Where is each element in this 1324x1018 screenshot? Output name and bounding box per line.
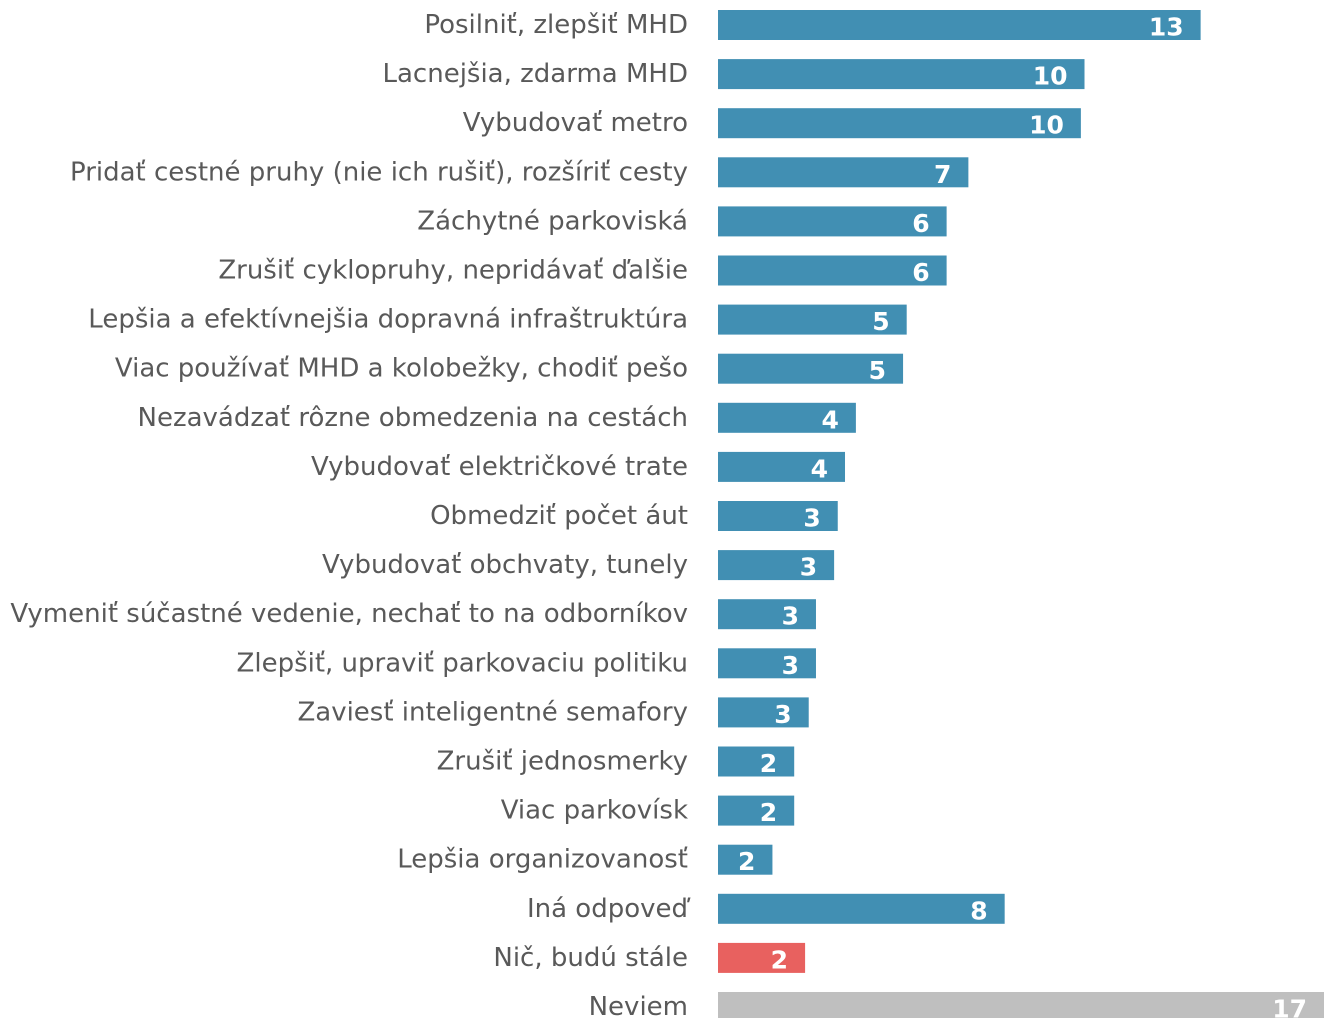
category-label: Neviem (589, 992, 688, 1018)
value-label: 7 (934, 160, 951, 189)
category-label: Obmedziť počet áut (430, 501, 688, 531)
bar (718, 550, 835, 581)
value-label: 5 (869, 356, 886, 385)
bar (718, 501, 838, 531)
bar (718, 697, 809, 728)
category-label: Posilniť, zlepšiť MHD (424, 10, 688, 40)
category-label: Vymeniť súčastné vedenie, nechať to na o… (10, 599, 688, 629)
bar (718, 844, 773, 875)
bar (718, 353, 904, 384)
value-label: 17 (1272, 995, 1307, 1018)
category-label: Záchytné parkoviská (417, 206, 688, 236)
bar (718, 157, 969, 188)
value-label: 10 (1033, 62, 1068, 91)
value-label: 13 (1149, 13, 1184, 42)
value-label: 8 (970, 896, 987, 925)
bar (718, 893, 1005, 924)
category-label: Vybudovať metro (463, 108, 688, 138)
category-label: Zaviesť inteligentné semafory (297, 697, 688, 727)
bar (718, 648, 816, 679)
category-label: Vybudovať obchvaty, tunely (322, 550, 688, 580)
category-label: Pridať cestné pruhy (nie ich rušiť), roz… (70, 157, 688, 187)
bar (718, 992, 1324, 1018)
category-label: Viac parkovísk (501, 796, 688, 826)
value-label: 10 (1029, 111, 1064, 140)
bar (718, 255, 947, 286)
value-label: 2 (738, 847, 755, 876)
value-label: 3 (800, 553, 817, 582)
value-label: 3 (803, 504, 820, 533)
value-label: 3 (782, 651, 799, 680)
category-labels: Posilniť, zlepšiť MHD Lacnejšia, zdarma M… (10, 10, 691, 1018)
category-label: Viac používať MHD a kolobežky, chodiť pe… (115, 354, 688, 384)
value-label: 2 (760, 798, 777, 827)
value-label: 4 (821, 405, 838, 434)
value-label: 5 (872, 307, 889, 336)
category-label: Nezavádzať rôzne obmedzenia na cestách (138, 403, 689, 433)
category-label: Zrušiť cyklopruhy, nepridávať ďalšie (218, 256, 688, 286)
bar (718, 942, 806, 973)
bar (718, 795, 795, 826)
category-label: Vybudovať električkové trate (311, 452, 688, 482)
value-label: 3 (774, 700, 791, 729)
bar (718, 451, 846, 482)
bar (718, 206, 947, 237)
bar (718, 10, 1201, 40)
value-label: 4 (811, 454, 828, 483)
bar (718, 746, 795, 777)
bar (718, 599, 816, 630)
category-label: Lepšia organizovanosť (397, 845, 688, 875)
value-label: 2 (771, 945, 788, 974)
bars (718, 10, 1324, 1018)
value-label: 6 (912, 258, 929, 287)
bar (718, 59, 1085, 90)
category-label: Zlepšiť, upraviť parkovaciu politiku (237, 648, 688, 678)
value-label: 3 (782, 602, 799, 631)
category-label: Lepšia a efektívnejšia dopravná infraštr… (88, 305, 688, 335)
category-label: Nič, budú stále (493, 943, 688, 973)
bar (718, 304, 907, 335)
value-label: 6 (912, 209, 929, 238)
category-label: Iná odpoveď (527, 894, 692, 924)
value-label: 2 (760, 749, 777, 778)
bar (718, 402, 856, 433)
bar (718, 108, 1081, 139)
category-label: Zrušiť jednosmerky (437, 747, 688, 777)
category-label: Lacnejšia, zdarma MHD (383, 59, 689, 89)
